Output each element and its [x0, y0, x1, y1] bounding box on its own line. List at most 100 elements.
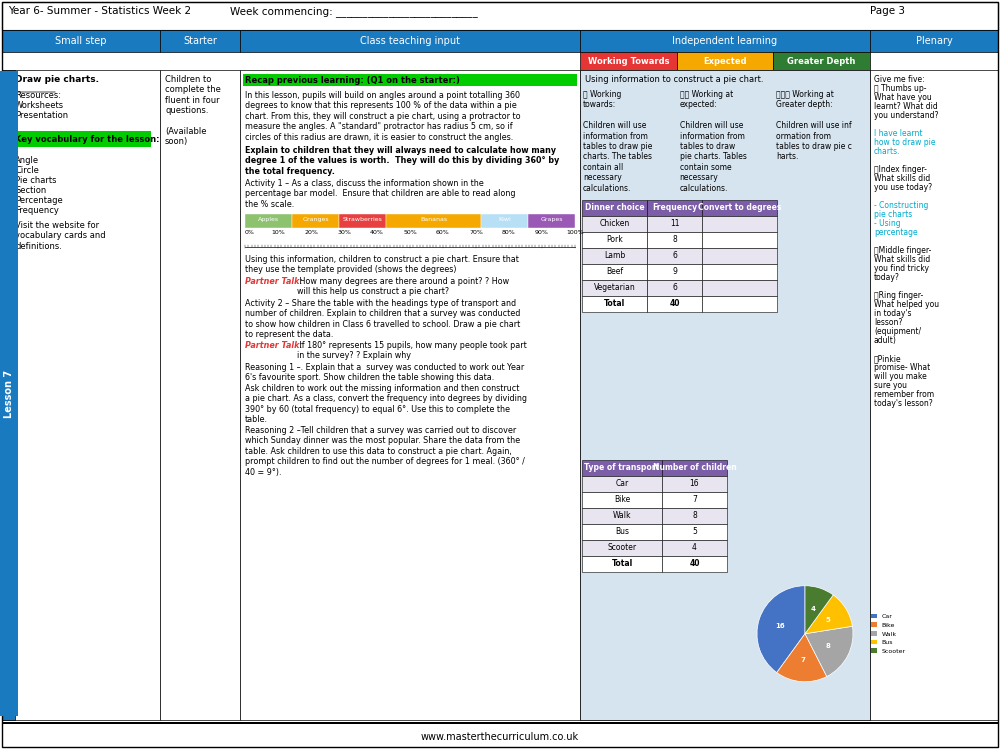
Bar: [870, 70, 998, 720]
Text: Total: Total: [604, 299, 625, 308]
Text: Convert to degrees: Convert to degrees: [698, 203, 781, 212]
Text: 6: 6: [672, 283, 677, 292]
Text: 16: 16: [775, 622, 785, 628]
Bar: [582, 264, 647, 280]
Text: Type of transport: Type of transport: [584, 463, 660, 472]
Text: Partner Talk:: Partner Talk:: [245, 277, 303, 286]
Text: Worksheets: Worksheets: [15, 101, 64, 110]
Bar: [240, 70, 580, 720]
Text: Week commencing: ___________________________: Week commencing: _______________________…: [230, 6, 478, 17]
Bar: [647, 232, 702, 248]
Bar: [245, 214, 292, 228]
Bar: [662, 460, 727, 476]
Text: 0%: 0%: [245, 230, 255, 235]
Bar: [647, 200, 702, 216]
Text: Activity 1 – As a class, discuss the information shown in the
percentage bar mod: Activity 1 – As a class, discuss the inf…: [245, 179, 516, 209]
Text: 80%: 80%: [502, 230, 516, 235]
Text: What skills did: What skills did: [874, 255, 930, 264]
Bar: [243, 74, 577, 86]
Text: Working Towards: Working Towards: [588, 56, 669, 65]
Bar: [647, 216, 702, 232]
Text: Year 6- Summer - Statistics Week 2: Year 6- Summer - Statistics Week 2: [8, 6, 191, 16]
Bar: [582, 492, 662, 508]
Wedge shape: [805, 595, 852, 634]
Text: Plenary: Plenary: [916, 36, 952, 46]
Bar: [13, 131, 151, 147]
Text: Bike: Bike: [614, 495, 630, 504]
Text: Key vocabulary for the lesson:: Key vocabulary for the lesson:: [15, 135, 160, 144]
Bar: [2, 70, 160, 720]
Bar: [582, 508, 662, 524]
Text: 60%: 60%: [436, 230, 450, 235]
Bar: [702, 248, 777, 264]
Bar: [339, 214, 386, 228]
Bar: [702, 232, 777, 248]
Bar: [481, 214, 528, 228]
Text: - Constructing: - Constructing: [874, 201, 928, 210]
Bar: [160, 70, 240, 720]
Bar: [386, 214, 481, 228]
Text: What helped you: What helped you: [874, 300, 939, 309]
Text: - Using: - Using: [874, 219, 901, 228]
Text: Children to
complete the
fluent in four
questions.

(Available
soon): Children to complete the fluent in four …: [165, 75, 221, 146]
Bar: [702, 296, 777, 312]
Text: will you make: will you make: [874, 372, 927, 381]
Text: 40: 40: [669, 299, 680, 308]
Text: 5: 5: [692, 527, 697, 536]
Bar: [702, 200, 777, 216]
Text: Reasoning 2 –Tell children that a survey was carried out to discover
which Sunda: Reasoning 2 –Tell children that a survey…: [245, 426, 525, 476]
Bar: [2, 722, 998, 724]
Text: Frequency: Frequency: [15, 206, 59, 215]
Bar: [582, 200, 647, 216]
Text: ⭐ Working
towards:

Children will use
information from
tables to draw pie
charts: ⭐ Working towards: Children will use inf…: [583, 90, 652, 193]
Text: Pork: Pork: [606, 235, 623, 244]
Text: I have learnt: I have learnt: [874, 129, 922, 138]
Text: 💋Pinkie: 💋Pinkie: [874, 354, 902, 363]
Text: you understand?: you understand?: [874, 111, 938, 120]
Legend: Car, Bike, Walk, Bus, Scooter: Car, Bike, Walk, Bus, Scooter: [868, 611, 908, 656]
Text: you use today?: you use today?: [874, 183, 932, 192]
Bar: [582, 524, 662, 540]
Text: Grapes: Grapes: [540, 217, 563, 222]
Bar: [580, 30, 870, 52]
Text: In this lesson, pupils will build on angles around a point totalling 360
degrees: In this lesson, pupils will build on ang…: [245, 91, 521, 142]
Text: adult): adult): [874, 336, 897, 345]
Wedge shape: [777, 634, 827, 682]
Text: Pie charts: Pie charts: [15, 176, 56, 185]
Text: Strawberries: Strawberries: [343, 217, 383, 222]
Text: Using information to construct a pie chart.: Using information to construct a pie cha…: [585, 75, 764, 84]
Text: ⭐⭐⭐ Working at
Greater depth:

Children will use inf
ormation from
tables to dra: ⭐⭐⭐ Working at Greater depth: Children w…: [776, 90, 852, 161]
Text: 11: 11: [670, 219, 679, 228]
Text: Car: Car: [615, 479, 629, 488]
Text: Vegetarian: Vegetarian: [594, 283, 635, 292]
Text: Presentation: Presentation: [15, 111, 68, 120]
Text: Walk: Walk: [613, 511, 631, 520]
Text: What skills did: What skills did: [874, 174, 930, 183]
Bar: [702, 264, 777, 280]
Text: Recap previous learning: (Q1 on the starter:): Recap previous learning: (Q1 on the star…: [245, 76, 460, 85]
Text: Bananas: Bananas: [420, 217, 447, 222]
Text: 20%: 20%: [304, 230, 318, 235]
Text: Small step: Small step: [55, 36, 107, 46]
Bar: [647, 264, 702, 280]
Text: Oranges: Oranges: [302, 217, 329, 222]
Text: 7: 7: [692, 495, 697, 504]
Text: If 180° represents 15 pupils, how many people took part
in the survey? ? Explain: If 180° represents 15 pupils, how many p…: [297, 341, 527, 361]
Bar: [582, 280, 647, 296]
Text: pie charts: pie charts: [874, 210, 912, 219]
Text: Partner Talk:: Partner Talk:: [245, 341, 303, 350]
Text: Lesson 7: Lesson 7: [3, 371, 14, 419]
Bar: [582, 248, 647, 264]
Wedge shape: [805, 586, 833, 634]
Bar: [677, 52, 773, 70]
Text: how to draw pie: how to draw pie: [874, 138, 936, 147]
Text: 70%: 70%: [469, 230, 483, 235]
Bar: [662, 524, 727, 540]
Bar: [647, 280, 702, 296]
Text: 50%: 50%: [403, 230, 417, 235]
Bar: [647, 296, 702, 312]
Bar: [580, 52, 677, 70]
Bar: [582, 216, 647, 232]
Text: Lamb: Lamb: [604, 251, 625, 260]
Wedge shape: [757, 586, 805, 673]
